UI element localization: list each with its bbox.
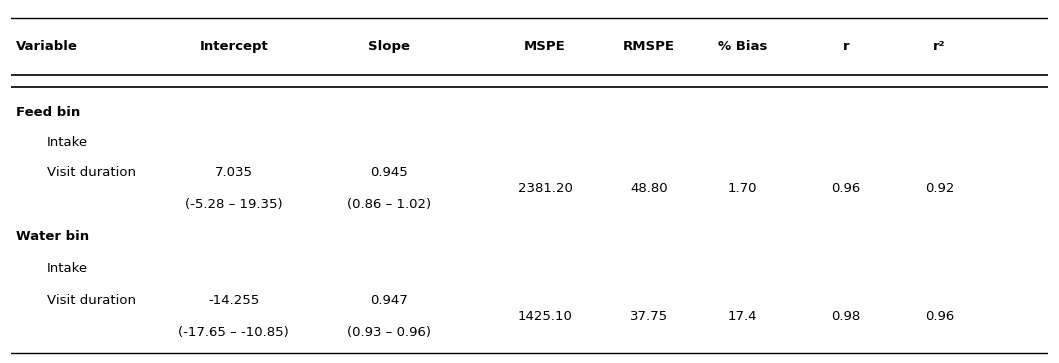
Text: RMSPE: RMSPE bbox=[623, 40, 675, 53]
Text: (-17.65 – -10.85): (-17.65 – -10.85) bbox=[178, 326, 289, 339]
Text: % Bias: % Bias bbox=[718, 40, 767, 53]
Text: 37.75: 37.75 bbox=[630, 310, 668, 323]
Text: Slope: Slope bbox=[369, 40, 411, 53]
Text: 17.4: 17.4 bbox=[728, 310, 757, 323]
Text: MSPE: MSPE bbox=[524, 40, 566, 53]
Text: Visit duration: Visit duration bbox=[47, 166, 136, 179]
Text: Visit duration: Visit duration bbox=[47, 294, 136, 307]
Text: 2381.20: 2381.20 bbox=[518, 182, 573, 195]
Text: r: r bbox=[843, 40, 849, 53]
Text: 0.92: 0.92 bbox=[925, 182, 954, 195]
Text: Intake: Intake bbox=[47, 262, 88, 275]
Text: 0.947: 0.947 bbox=[371, 294, 409, 307]
Text: -14.255: -14.255 bbox=[209, 294, 259, 307]
Text: 7.035: 7.035 bbox=[215, 166, 253, 179]
Text: 1425.10: 1425.10 bbox=[518, 310, 573, 323]
Text: Water bin: Water bin bbox=[16, 230, 89, 243]
Text: Intake: Intake bbox=[47, 136, 88, 149]
Text: 1.70: 1.70 bbox=[728, 182, 757, 195]
Text: 0.96: 0.96 bbox=[831, 182, 861, 195]
Text: 0.98: 0.98 bbox=[831, 310, 861, 323]
Text: Variable: Variable bbox=[16, 40, 77, 53]
Text: Intercept: Intercept bbox=[199, 40, 268, 53]
Text: 48.80: 48.80 bbox=[630, 182, 667, 195]
Text: (-5.28 – 19.35): (-5.28 – 19.35) bbox=[185, 198, 283, 211]
Text: 0.96: 0.96 bbox=[925, 310, 954, 323]
Text: (0.86 – 1.02): (0.86 – 1.02) bbox=[347, 198, 431, 211]
Text: 0.945: 0.945 bbox=[371, 166, 409, 179]
Text: (0.93 – 0.96): (0.93 – 0.96) bbox=[347, 326, 431, 339]
Text: r²: r² bbox=[933, 40, 946, 53]
Text: Feed bin: Feed bin bbox=[16, 106, 80, 119]
